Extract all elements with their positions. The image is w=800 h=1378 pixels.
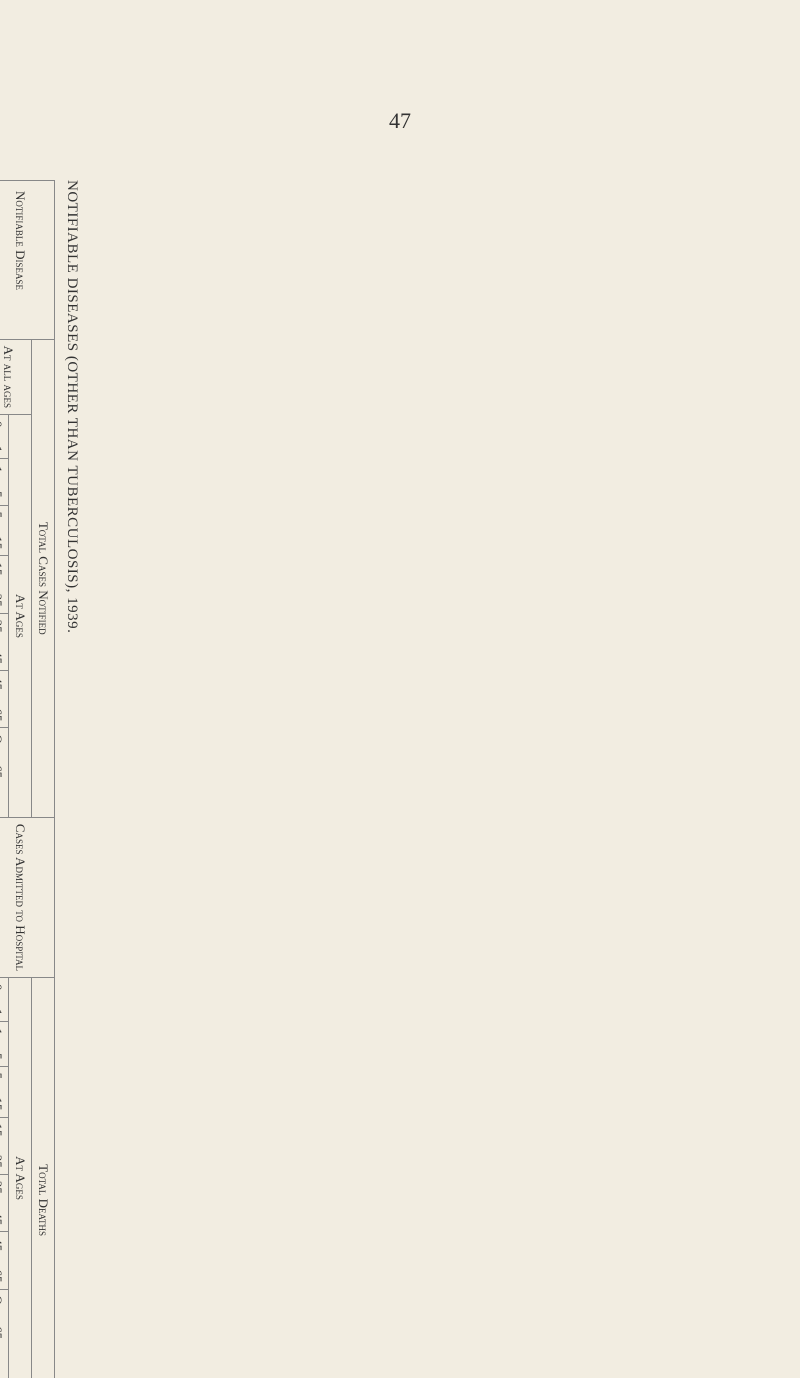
age-band-cases: 1 to 5 [0, 459, 9, 505]
col-disease: Notifiable Disease [0, 181, 55, 340]
col-admitted: Cases Admitted to Hospital [0, 817, 55, 977]
age-band-cases: 25 to 45 [0, 613, 9, 670]
age-band-deaths: Over 65 years [0, 1289, 9, 1378]
disease-table: Notifiable Disease Total Cases Notified … [0, 180, 55, 1378]
age-band-deaths: 0 to 1 [0, 977, 9, 1021]
age-band-deaths: 15 to 25 [0, 1117, 9, 1174]
hdr-total-deaths: Total Deaths [32, 977, 55, 1378]
age-band-cases: 0 to 1 [0, 415, 9, 459]
hdr-at-ages: At Ages [9, 415, 32, 818]
page-number: 47 [0, 108, 800, 134]
col-atall: At all ages [0, 339, 32, 414]
hdr-total-notified: Total Cases Notified [32, 339, 55, 817]
age-band-cases: Over 65 years [0, 728, 9, 817]
age-band-deaths: 25 to 45 [0, 1174, 9, 1231]
age-band-cases: 45 to 65 [0, 671, 9, 728]
age-band-cases: 15 to 25 [0, 556, 9, 613]
age-band-deaths: 5 to 15 [0, 1066, 9, 1117]
table-title: NOTIFIABLE DISEASES (OTHER THAN TUBERCUL… [63, 180, 80, 1378]
age-band-deaths: 1 to 5 [0, 1022, 9, 1066]
age-band-cases: 5 to 15 [0, 505, 9, 556]
hdr-at-ages-deaths: At Ages [9, 977, 32, 1378]
age-band-deaths: 45 to 65 [0, 1232, 9, 1289]
